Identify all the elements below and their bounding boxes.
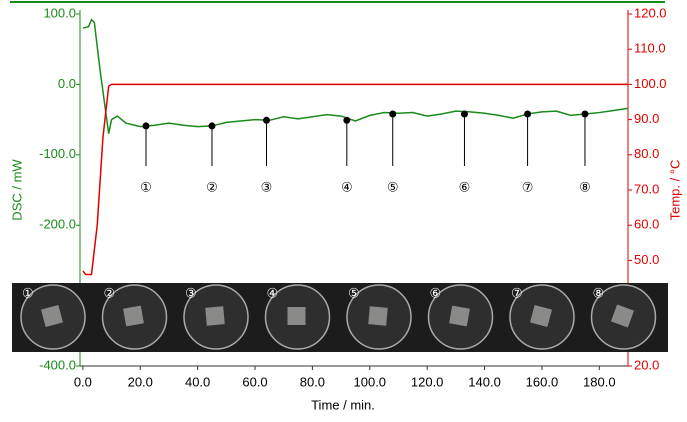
photo-sample bbox=[40, 304, 64, 328]
y2-tick-label: 100.0 bbox=[634, 76, 667, 91]
y2-tick-label: 80.0 bbox=[634, 146, 659, 161]
photo-sample bbox=[123, 305, 144, 327]
annotation-label: ⑥ bbox=[459, 179, 471, 194]
photo-sample bbox=[368, 306, 388, 326]
photo-label: ⑧ bbox=[593, 285, 605, 300]
photo-label: ① bbox=[22, 285, 34, 300]
x-tick-label: 160.0 bbox=[526, 374, 559, 389]
annotation-point bbox=[581, 110, 589, 118]
x-axis-title: Time / min. bbox=[311, 397, 375, 412]
annotation-label: ② bbox=[206, 179, 218, 194]
y-tick-label: -400.0 bbox=[39, 357, 76, 372]
annotation-label: ⑦ bbox=[522, 179, 534, 194]
y-axis-title: DSC / mW bbox=[9, 159, 24, 221]
y2-tick-label: 50.0 bbox=[634, 252, 659, 267]
x-tick-label: 80.0 bbox=[300, 374, 325, 389]
x-tick-label: 60.0 bbox=[242, 374, 267, 389]
annotation-point bbox=[142, 122, 150, 130]
annotation-label: ⑤ bbox=[387, 179, 399, 194]
annotation-label: ④ bbox=[341, 179, 353, 194]
photo-label: ④ bbox=[267, 285, 279, 300]
annotation-label: ⑧ bbox=[579, 179, 591, 194]
annotation-point bbox=[524, 110, 532, 118]
y-tick-label: 100.0 bbox=[43, 5, 76, 20]
y2-tick-label: 70.0 bbox=[634, 181, 659, 196]
x-tick-label: 120.0 bbox=[411, 374, 444, 389]
y-tick-label: -100.0 bbox=[39, 146, 76, 161]
y-tick-label: 0.0 bbox=[58, 76, 76, 91]
annotation-point bbox=[208, 122, 216, 130]
y2-tick-label: 20.0 bbox=[634, 357, 659, 372]
photo-sample bbox=[610, 304, 635, 328]
y2-tick-label: 110.0 bbox=[634, 41, 666, 56]
annotation-point bbox=[389, 110, 397, 118]
y2-tick-label: 90.0 bbox=[634, 111, 659, 126]
y2-tick-label: 60.0 bbox=[634, 217, 659, 232]
x-tick-label: 0.0 bbox=[74, 374, 92, 389]
annotation-label: ③ bbox=[261, 179, 273, 194]
annotation-point bbox=[460, 110, 468, 118]
photo-sample bbox=[449, 305, 470, 327]
photo-label: ⑥ bbox=[430, 285, 442, 300]
y-tick-label: -200.0 bbox=[39, 217, 76, 232]
photo-label: ⑤ bbox=[348, 285, 360, 300]
y2-tick-label: 120.0 bbox=[634, 5, 667, 20]
x-tick-label: 100.0 bbox=[354, 374, 387, 389]
series-line bbox=[82, 18, 629, 134]
photo-sample bbox=[529, 304, 553, 328]
x-tick-label: 20.0 bbox=[128, 374, 153, 389]
annotation-point bbox=[262, 116, 270, 124]
annotation-point bbox=[343, 116, 351, 124]
photo-sample bbox=[205, 306, 225, 326]
photo-label: ③ bbox=[185, 285, 197, 300]
x-tick-label: 180.0 bbox=[583, 374, 616, 389]
x-tick-label: 40.0 bbox=[185, 374, 210, 389]
annotation-label: ① bbox=[140, 179, 152, 194]
photo-label: ② bbox=[104, 285, 116, 300]
photo-sample bbox=[287, 307, 306, 325]
photo-label: ⑦ bbox=[511, 285, 523, 300]
y2-axis-title: Temp. / °C bbox=[667, 160, 682, 221]
x-tick-label: 140.0 bbox=[468, 374, 501, 389]
series-line bbox=[82, 83, 628, 276]
